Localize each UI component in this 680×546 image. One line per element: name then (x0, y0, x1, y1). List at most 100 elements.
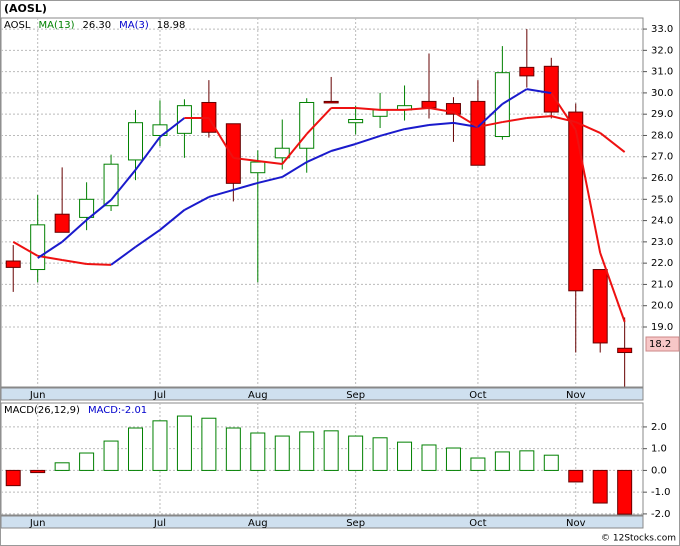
macd-bar (372, 437, 388, 471)
y-tick-label: 22.0 (651, 258, 673, 269)
x-tick-label: Nov (566, 390, 586, 401)
y-tick-label: 29.0 (651, 109, 673, 120)
y-tick-label: 19.0 (651, 322, 673, 333)
candle-body (5, 260, 21, 268)
moving-average (85, 199, 112, 221)
legend-entry: AOSL (4, 20, 31, 31)
x-axis-strip (0, 387, 644, 401)
macd-bar (568, 469, 584, 483)
moving-average (428, 121, 454, 127)
macd-bar (494, 451, 510, 471)
moving-average (477, 103, 504, 128)
y-tick-label: 27.0 (651, 152, 673, 163)
macd-bar (470, 457, 486, 471)
macd-bar (617, 469, 633, 515)
macd-bar (79, 452, 95, 471)
moving-average (379, 128, 405, 137)
macd-bar (54, 462, 70, 471)
y-tick-label: 26.0 (651, 173, 673, 184)
x-axis-strip (0, 515, 644, 529)
macd-bar (201, 417, 217, 471)
moving-average (208, 188, 234, 198)
moving-average (233, 181, 259, 191)
moving-average (551, 115, 576, 124)
moving-average (306, 150, 332, 163)
x-tick-label: Jul (153, 518, 166, 529)
macd-bar (299, 431, 315, 471)
macd-bar (592, 469, 608, 504)
moving-average (355, 107, 381, 111)
x-tick-label: Oct (469, 518, 486, 529)
moving-average (550, 92, 577, 131)
macd-bar (397, 441, 413, 471)
candle-body (176, 105, 192, 134)
moving-average (477, 121, 503, 128)
macd-bar (5, 469, 21, 487)
x-tick-label: Jun (29, 390, 46, 401)
y-tick-label: 30.0 (651, 88, 673, 99)
x-tick-label: Oct (469, 390, 486, 401)
y-tick-label: 21.0 (651, 279, 673, 290)
moving-average (575, 121, 601, 134)
macd-bar (250, 432, 266, 471)
candle-body (617, 347, 633, 354)
moving-average (12, 241, 39, 257)
y-tick-label: 20.0 (651, 301, 673, 312)
moving-average (110, 169, 137, 201)
moving-average (233, 157, 258, 162)
moving-average (526, 115, 552, 120)
moving-average (37, 254, 63, 261)
moving-average (208, 117, 235, 159)
legend-entry: 18.98 (157, 20, 186, 31)
moving-average (599, 252, 626, 323)
candle-body (152, 124, 168, 136)
x-tick-label: Aug (248, 518, 268, 529)
x-tick-label: Jul (153, 390, 166, 401)
candle-body (250, 161, 266, 174)
y-tick-label: -1.0 (651, 487, 671, 498)
macd-bar (348, 435, 364, 471)
candle-body (54, 213, 70, 233)
moving-average (453, 121, 479, 128)
candle-body (470, 100, 486, 166)
candle-body (592, 269, 608, 344)
macd-bar (519, 450, 535, 471)
macd-bar (225, 427, 241, 471)
moving-average (257, 175, 283, 184)
moving-average (61, 258, 87, 265)
macd-bar (274, 435, 290, 471)
moving-average (134, 229, 161, 248)
macd-bar (176, 415, 192, 471)
y-tick-label: 31.0 (651, 67, 673, 78)
legend-entry: MACD:-2.01 (88, 405, 147, 416)
y-tick-label: 32.0 (651, 45, 673, 56)
candle-body (30, 224, 46, 271)
y-tick-label: 0.0 (651, 465, 667, 476)
y-tick-label: 1.0 (651, 444, 667, 455)
chart-title: (AOSL) (4, 2, 47, 15)
candle-body (323, 100, 339, 104)
moving-average (404, 124, 430, 131)
y-tick-label: 33.0 (651, 24, 673, 35)
moving-average (501, 88, 528, 105)
moving-average (599, 132, 626, 153)
candle-body (519, 66, 535, 77)
moving-average (159, 117, 186, 138)
y-tick-label: 23.0 (651, 237, 673, 248)
legend-entry: MACD(26,12,9) (4, 405, 80, 416)
moving-average (61, 219, 88, 243)
moving-average (134, 136, 161, 171)
legend-entry: 26.30 (82, 20, 111, 31)
legend-entry: MA(13) (38, 20, 74, 31)
x-tick-label: Nov (566, 518, 586, 529)
legend-entry: MA(3) (119, 20, 149, 31)
moving-average (159, 209, 186, 231)
x-tick-label: Sep (346, 518, 365, 529)
candle-body (543, 65, 559, 113)
moving-average (502, 117, 527, 124)
x-tick-label: Jun (29, 518, 46, 529)
y-tick-label: 24.0 (651, 216, 673, 227)
candle-body (568, 111, 584, 292)
macd-bar (103, 440, 119, 471)
